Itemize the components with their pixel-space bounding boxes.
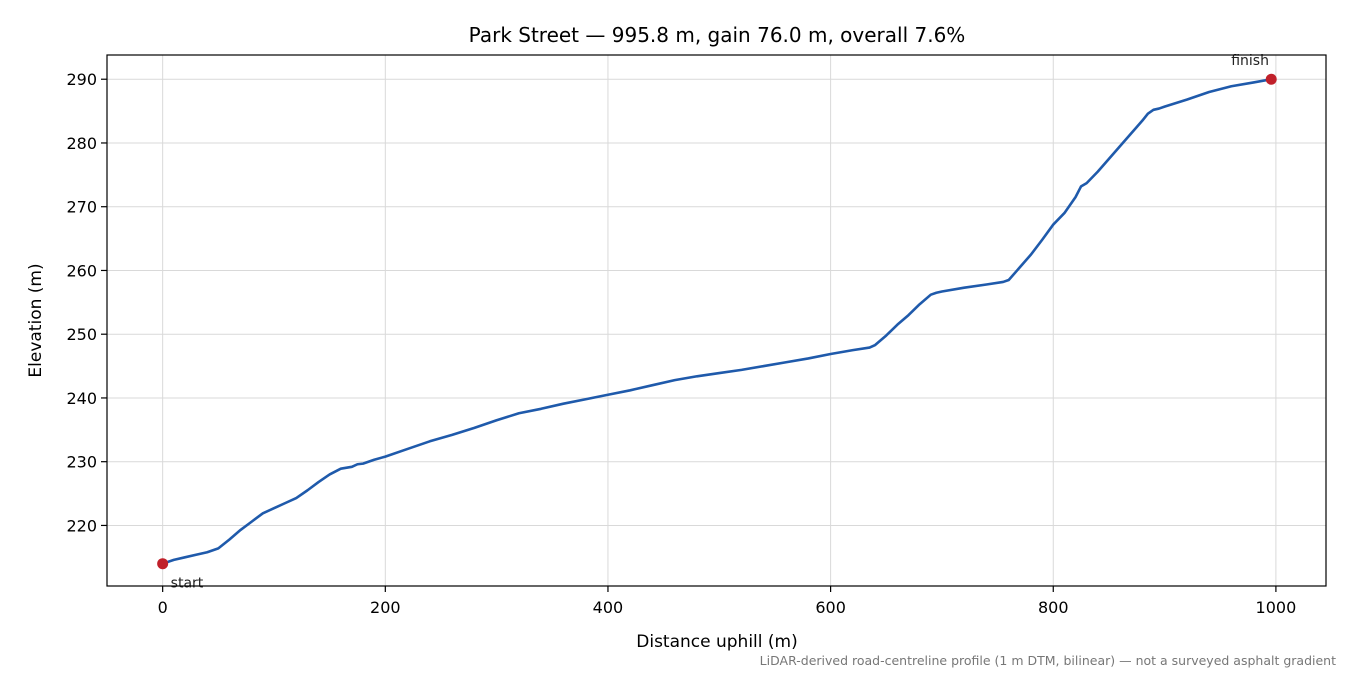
series-line-elevation — [161, 77, 1273, 565]
y-tick-label: 280 — [66, 134, 97, 153]
annotation-start: start — [171, 576, 204, 592]
y-tick-label: 230 — [66, 453, 97, 472]
y-tick-label: 270 — [66, 198, 97, 217]
y-tick-label: 250 — [66, 325, 97, 344]
y-axis-label: Elevation (m) — [26, 263, 46, 377]
x-axis-label: Distance uphill (m) — [636, 632, 797, 652]
marker-start — [157, 558, 169, 570]
x-tick-label: 1000 — [1256, 598, 1297, 617]
footnote: LiDAR-derived road-centreline profile (1… — [760, 653, 1336, 668]
x-tick-label: 600 — [815, 598, 846, 617]
marker-finish — [1265, 73, 1277, 85]
x-tick-label: 800 — [1038, 598, 1069, 617]
y-tick-label: 260 — [66, 261, 97, 280]
plot-area-frame — [106, 54, 1327, 587]
x-tick-label: 0 — [158, 598, 168, 617]
y-tick-label: 240 — [66, 389, 97, 408]
x-axis-ticks: 0 200 400 600 800 1000 — [158, 586, 1297, 617]
y-axis-ticks: 220 230 240 250 260 270 280 290 — [66, 70, 107, 535]
chart-title: Park Street — 995.8 m, gain 76.0 m, over… — [469, 23, 966, 47]
x-tick-label: 200 — [370, 598, 401, 617]
y-tick-label: 220 — [66, 516, 97, 535]
annotation-finish: finish — [1231, 53, 1269, 69]
y-tick-label: 290 — [66, 70, 97, 89]
x-tick-label: 400 — [593, 598, 624, 617]
endpoint-markers: start finish — [157, 53, 1277, 592]
